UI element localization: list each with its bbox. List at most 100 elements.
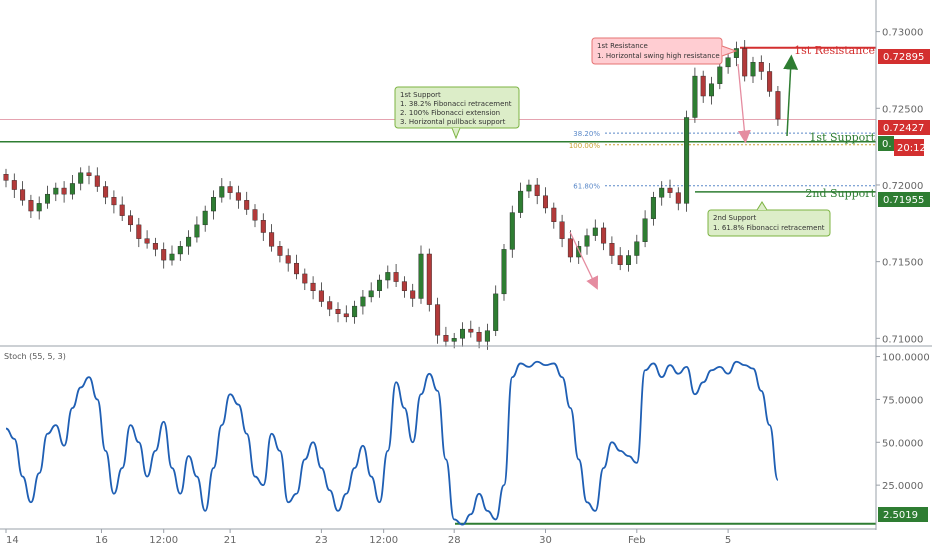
candle-body-down — [601, 227, 607, 244]
candle-body-up — [626, 255, 632, 265]
annotation-2nd-support[interactable]: 2nd Support 1. 61.8% Fibonacci retraceme… — [707, 201, 831, 237]
candle-body-down — [111, 197, 117, 206]
candle-body-down — [700, 75, 706, 97]
candle — [385, 265, 391, 289]
price-tick-label: 0.72500 — [882, 104, 923, 115]
level-label-2nd-support: 2nd Support — [805, 187, 875, 200]
candle-body-down — [302, 273, 308, 284]
candle — [435, 297, 441, 344]
candle-body-down — [443, 335, 449, 342]
candle-body-down — [3, 174, 9, 181]
candle-body-down — [675, 192, 681, 204]
candle-body-down — [310, 282, 316, 291]
level-label-1st-resistance: 1st Resistance — [794, 44, 875, 57]
candle — [650, 191, 656, 226]
candle — [443, 326, 449, 347]
candle-body-up — [484, 330, 490, 342]
candle-body-up — [584, 235, 590, 247]
candle — [509, 205, 515, 258]
candle-body-down — [410, 290, 416, 299]
candle-body-down — [775, 91, 781, 120]
candle-body-up — [725, 57, 731, 68]
candle — [709, 76, 715, 105]
candle — [609, 236, 615, 264]
candle — [61, 181, 67, 203]
svg-text:2.5019: 2.5019 — [883, 510, 918, 521]
bullish-arrow[interactable] — [783, 54, 799, 137]
candle-body-up — [634, 241, 640, 256]
candle-body-down — [260, 220, 266, 233]
candle-body-up — [684, 117, 690, 204]
candle — [186, 230, 192, 255]
candle-body-down — [94, 175, 100, 187]
candle — [775, 86, 781, 126]
candle — [543, 187, 549, 214]
candle-body-up — [717, 66, 723, 84]
svg-text:20:12: 20:12 — [897, 143, 926, 154]
candle-body-down — [103, 186, 109, 198]
bearish-arrow-projection[interactable] — [737, 63, 751, 144]
candle-body-down — [119, 204, 125, 216]
candle-body-up — [360, 296, 366, 307]
candle — [410, 283, 416, 307]
candle-body-up — [750, 62, 756, 77]
candle-body-up — [177, 246, 183, 255]
bearish-arrow-history[interactable] — [569, 231, 599, 290]
candle — [269, 224, 275, 252]
candle — [642, 210, 648, 248]
candle — [119, 196, 125, 222]
candle-body-up — [219, 186, 225, 198]
candle — [310, 276, 316, 300]
candle-body-down — [61, 187, 67, 195]
candle-body-up — [709, 83, 715, 97]
candle-body-down — [476, 331, 482, 342]
candle — [86, 165, 92, 185]
candle — [518, 182, 524, 218]
annotation-1st-support-line-3: 3. Horizontal pullback support — [400, 118, 506, 126]
price-tick-label: 0.73000 — [882, 28, 923, 39]
candle-body-up — [493, 293, 499, 331]
candle — [127, 210, 133, 232]
candle-body-up — [509, 212, 515, 250]
candle — [20, 181, 26, 206]
candle-body-down — [551, 207, 557, 222]
candle — [352, 300, 358, 324]
candle — [53, 182, 59, 202]
candle-body-down — [435, 304, 441, 336]
candle-body-up — [642, 218, 648, 242]
annotation-1st-resistance[interactable]: 1st Resistance 1. Horizontal swing high … — [591, 37, 738, 65]
candle-body-up — [501, 249, 507, 295]
stochastic-pane[interactable] — [5, 360, 876, 526]
candle-body-down — [127, 215, 133, 226]
candle — [177, 240, 183, 261]
candle — [202, 205, 208, 232]
candle — [343, 305, 349, 323]
candle — [277, 240, 283, 263]
annotation-1st-support[interactable]: 1st Support 1. 38.2% Fibonacci retraceme… — [394, 86, 520, 140]
time-tick-label: 30 — [539, 535, 552, 546]
annotation-2nd-support-line-1: 1. 61.8% Fibonacci retracement — [713, 224, 825, 232]
candle — [3, 168, 9, 188]
candle-body-up — [78, 172, 84, 184]
candle — [526, 179, 532, 199]
candle — [758, 55, 764, 80]
candle — [484, 323, 490, 350]
candle — [194, 216, 200, 243]
candle — [418, 245, 424, 304]
candle — [592, 219, 598, 241]
candle-body-down — [285, 255, 291, 264]
candle-body-down — [767, 71, 773, 92]
candle — [78, 167, 84, 191]
candle-body-down — [244, 200, 250, 210]
candle-body-down — [277, 246, 283, 256]
candle — [493, 285, 499, 337]
price-tag-1st-resistance: 0.72895 — [878, 49, 930, 64]
price-pane[interactable]: 38.20% 100.00% 61.80% — [0, 40, 876, 350]
fib-level-label: 100.00% — [569, 142, 600, 150]
candle — [634, 234, 640, 264]
candle — [626, 250, 632, 272]
candle-body-down — [559, 221, 565, 239]
candle-body-down — [318, 290, 324, 302]
candle-body-up — [352, 305, 358, 318]
